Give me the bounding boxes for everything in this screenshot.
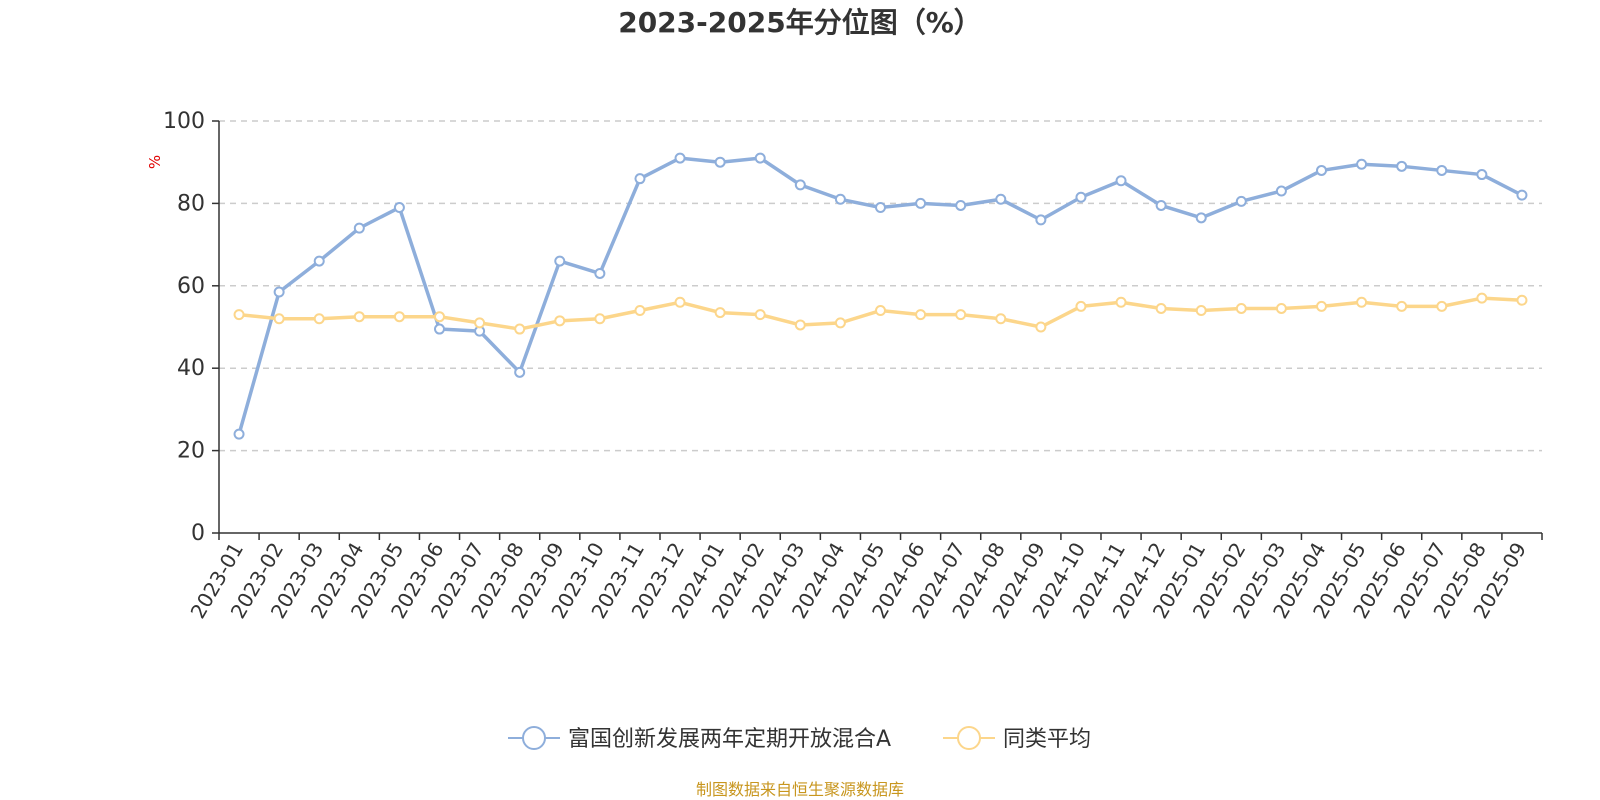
data-point bbox=[554, 255, 566, 267]
data-point bbox=[1356, 158, 1368, 170]
data-point bbox=[1235, 195, 1247, 207]
data-point bbox=[875, 202, 886, 214]
grid-lines bbox=[219, 120, 1542, 452]
data-point bbox=[393, 202, 405, 214]
data-point bbox=[1516, 294, 1528, 306]
data-point bbox=[1035, 214, 1047, 226]
data-point bbox=[714, 307, 726, 319]
data-point bbox=[233, 428, 245, 440]
y-tick-label: 80 bbox=[177, 191, 205, 216]
y-axis-unit-label: % bbox=[146, 155, 164, 169]
data-point bbox=[1516, 189, 1528, 201]
data-point bbox=[915, 197, 927, 209]
data-point bbox=[313, 255, 325, 267]
data-point bbox=[754, 152, 766, 164]
data-point bbox=[674, 296, 686, 308]
data-point bbox=[1436, 164, 1448, 176]
data-point bbox=[754, 309, 766, 321]
data-point bbox=[1195, 305, 1207, 317]
data-point bbox=[1195, 212, 1207, 224]
legend-marker-0 bbox=[522, 726, 546, 750]
data-point bbox=[875, 305, 886, 317]
data-point bbox=[554, 315, 566, 327]
data-point bbox=[1316, 164, 1327, 176]
data-point bbox=[1235, 302, 1247, 314]
data-point bbox=[594, 313, 606, 325]
legend-marker-1 bbox=[957, 726, 981, 750]
data-point bbox=[353, 311, 365, 323]
legend-label-1: 同类平均 bbox=[1003, 727, 1091, 752]
data-point bbox=[955, 199, 967, 211]
data-point bbox=[1316, 300, 1327, 312]
series-layer bbox=[233, 152, 1528, 440]
y-tick-label: 20 bbox=[177, 439, 205, 464]
data-point bbox=[514, 323, 526, 335]
chart-title: 2023-2025年分位图（%） bbox=[618, 6, 982, 39]
data-point bbox=[434, 323, 445, 335]
legend-label-0: 富国创新发展两年定期开放混合A bbox=[568, 727, 891, 752]
data-point bbox=[393, 311, 405, 323]
data-point bbox=[273, 286, 285, 298]
data-point bbox=[794, 179, 806, 191]
data-point bbox=[955, 309, 967, 321]
data-point bbox=[514, 366, 526, 378]
data-point bbox=[1356, 296, 1368, 308]
data-point bbox=[1075, 191, 1087, 203]
y-tick-labels: 0 20 40 60 80 100 bbox=[163, 109, 205, 546]
data-point bbox=[233, 309, 245, 321]
data-point bbox=[594, 267, 606, 279]
data-point bbox=[1476, 169, 1488, 181]
data-point bbox=[995, 193, 1007, 205]
data-point bbox=[634, 173, 646, 185]
data-point bbox=[794, 319, 806, 331]
x-tick-labels: 2023-012023-022023-032023-042023-052023-… bbox=[186, 538, 1531, 622]
data-point bbox=[1396, 160, 1408, 172]
data-point bbox=[995, 313, 1007, 325]
data-point bbox=[634, 305, 646, 317]
y-tick-label: 40 bbox=[177, 356, 205, 381]
y-tick-label: 0 bbox=[191, 521, 205, 546]
data-point bbox=[1035, 321, 1047, 333]
data-point bbox=[1155, 302, 1167, 314]
data-point bbox=[1275, 302, 1287, 314]
data-point bbox=[1115, 175, 1127, 187]
data-point bbox=[474, 317, 486, 329]
data-point bbox=[834, 317, 846, 329]
data-point bbox=[834, 193, 846, 205]
data-point bbox=[714, 156, 726, 168]
data-point bbox=[313, 313, 325, 325]
data-point bbox=[1476, 292, 1488, 304]
legend: 富国创新发展两年定期开放混合A 同类平均 bbox=[508, 726, 1091, 752]
data-point bbox=[1075, 300, 1087, 312]
data-point bbox=[273, 313, 285, 325]
data-point bbox=[1275, 185, 1287, 197]
data-point bbox=[1396, 300, 1408, 312]
y-tick-label: 60 bbox=[177, 274, 205, 299]
y-tick-label: 100 bbox=[163, 109, 205, 134]
series-line-0 bbox=[237, 156, 1524, 436]
data-point bbox=[434, 311, 445, 323]
data-point bbox=[353, 222, 365, 234]
source-note: 制图数据来自恒生聚源数据库 bbox=[696, 780, 904, 799]
data-point bbox=[1436, 300, 1448, 312]
data-point bbox=[1115, 296, 1127, 308]
data-point bbox=[1155, 199, 1167, 211]
data-point bbox=[674, 152, 686, 164]
data-point bbox=[915, 309, 927, 321]
axes bbox=[212, 120, 1543, 540]
